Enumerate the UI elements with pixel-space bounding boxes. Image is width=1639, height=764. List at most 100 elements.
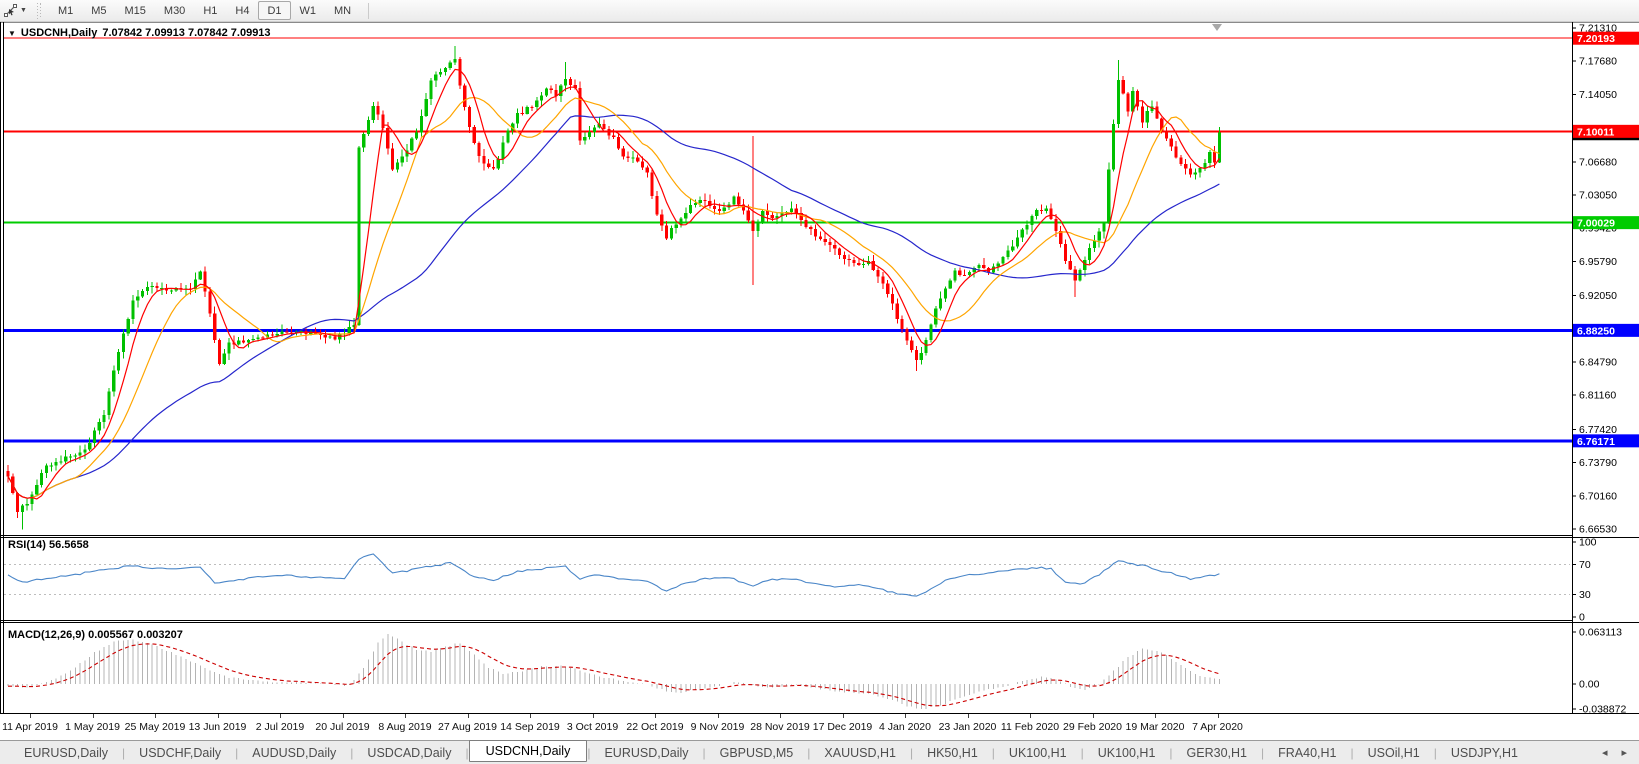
rsi-axis-label: 70 [1579, 559, 1591, 571]
hline-7.10011 [4, 130, 1572, 133]
time-axis-label: 13 Jun 2019 [188, 721, 247, 733]
time-axis-label: 9 Nov 2019 [690, 721, 745, 733]
symbol-dropdown-icon[interactable]: ▼ [8, 28, 16, 38]
tab-divider: | [1433, 745, 1437, 760]
time-axis-tick [1092, 714, 1094, 718]
chart-tab-USDJPY-H1[interactable]: USDJPY,H1 [1450, 745, 1518, 760]
chart-tab-FRA40-H1[interactable]: FRA40,H1 [1278, 745, 1337, 760]
chart-tab-XAUUSD-H1[interactable]: XAUUSD,H1 [824, 745, 896, 760]
tab-divider: | [702, 745, 706, 760]
time-axis[interactable]: 11 Apr 2019 1 May 2019 25 May 2019 13 Jun 2… [0, 714, 1639, 740]
tab-scroll-left-icon[interactable]: ◂ [1601, 747, 1608, 759]
price-badge-7.00029: 7.00029 [1573, 216, 1639, 230]
ohlc-values: 7.07842 7.09913 7.07842 7.09913 [102, 27, 271, 39]
time-axis-tick [280, 714, 281, 718]
tab-divider: | [1169, 745, 1173, 760]
price-axis-label: 6.81160 [1579, 390, 1616, 402]
timeframe-button-H4[interactable]: H4 [235, 4, 250, 17]
price-axis-label: 6.84790 [1579, 357, 1617, 369]
tab-divider: | [465, 745, 469, 760]
tab-divider: | [807, 745, 811, 760]
price-axis-label: 6.95790 [1579, 256, 1617, 268]
time-axis-tick [155, 714, 156, 718]
chart-tab-USDCNH-Daily[interactable]: USDCNH,Daily [468, 739, 588, 762]
time-axis-label: 22 Oct 2019 [626, 721, 684, 733]
timeframe-button-M15[interactable]: M15 [124, 4, 146, 17]
time-axis-tick [530, 714, 531, 718]
hline-6.76171 [4, 439, 1572, 443]
time-axis-tick [905, 714, 906, 718]
time-axis-tick [467, 714, 469, 718]
time-axis-label: 23 Jan 2020 [938, 721, 997, 733]
chart-tab-EURUSD-Daily[interactable]: EURUSD,Daily [24, 745, 109, 760]
macd-signal-line [8, 643, 1220, 707]
time-axis-label: 8 Aug 2019 [378, 721, 432, 733]
chart-canvas[interactable]: 7.213107.176807.140507.066807.030506.994… [0, 0, 1639, 714]
rsi-axis-label: 100 [1579, 537, 1597, 549]
crosshair-tool-icon[interactable] [2, 3, 18, 19]
time-axis-label: 2 Jul 2019 [255, 721, 305, 733]
chart-tab-USOil-H1[interactable]: USOil,H1 [1367, 745, 1420, 760]
tab-scroll-right-icon[interactable]: ▸ [1621, 747, 1627, 759]
time-axis-label: 20 Jul 2019 [315, 721, 370, 733]
timeframe-button-M30[interactable]: M30 [163, 4, 186, 17]
chart-tab-UK100-H1[interactable]: UK100,H1 [1008, 745, 1067, 760]
chart-tab-GBPUSD-M5[interactable]: GBPUSD,M5 [719, 745, 794, 760]
time-axis-label: 11 Apr 2019 [2, 721, 58, 733]
price-axis-label: 6.92050 [1579, 290, 1617, 302]
toolbar-grip[interactable] [36, 2, 42, 19]
price-badge-7.10011: 7.10011 [1573, 124, 1639, 138]
timeframe-button-M1[interactable]: M1 [57, 4, 74, 17]
tab-divider: | [1261, 745, 1265, 760]
time-axis-label: 25 May 2019 [124, 721, 186, 733]
timeframe-buttons: M1 M5 M15 M30 H1 H4 D1 W1 MN [49, 1, 360, 20]
tool-dropdown-icon[interactable]: ▼ [20, 7, 27, 14]
chart-tab-HK50-H1[interactable]: HK50,H1 [927, 745, 978, 760]
price-axis-label: 6.66530 [1579, 524, 1617, 536]
timeframe-button-H1[interactable]: H1 [203, 4, 218, 17]
macd-axis-label: -0.038872 [1579, 704, 1626, 715]
timeframe-button-MN[interactable]: MN [334, 4, 352, 17]
time-axis-tick [592, 714, 594, 718]
timeframe-button-M5[interactable]: M5 [91, 4, 107, 17]
chart-tab-USDCAD-Daily[interactable]: USDCAD,Daily [367, 745, 452, 760]
rsi-axis-label: 0 [1579, 612, 1585, 624]
price-badge-6.76171: 6.76171 [1573, 434, 1639, 448]
rsi-indicator-label: RSI(14) 56.5658 [8, 539, 89, 551]
time-axis-tick [717, 714, 719, 718]
toolbar: ▼ M1 M5 M15 M30 H1 H4 D1 W1 MN [0, 0, 1639, 22]
svg-text:6.76171: 6.76171 [1577, 436, 1615, 448]
timeframe-button-W1[interactable]: W1 [299, 4, 317, 17]
time-axis-label: 28 Nov 2019 [750, 721, 810, 733]
time-axis-label: 1 May 2019 [65, 721, 120, 733]
ma-slow-line [7, 114, 1220, 499]
tab-divider: | [909, 745, 914, 760]
price-axis-label: 7.14050 [1579, 89, 1617, 101]
time-axis-label: 14 Sep 2019 [500, 721, 560, 733]
macd-panel [7, 633, 1220, 710]
tab-scroll-arrows: ◂ ▸ [1602, 746, 1627, 759]
time-axis-label: 4 Jan 2020 [879, 721, 931, 733]
rsi-axis-label: 30 [1579, 589, 1591, 601]
chart-tab-GER30-H1[interactable]: GER30,H1 [1186, 745, 1247, 760]
svg-text:7.10011: 7.10011 [1577, 126, 1615, 138]
horizontal-lines [4, 37, 1572, 443]
price-axis-label: 7.03050 [1579, 190, 1617, 202]
time-axis-tick [92, 714, 94, 718]
time-axis-tick [342, 714, 344, 718]
price-axis-label: 7.17680 [1579, 56, 1617, 68]
chart-tab-USDCHF-Daily[interactable]: USDCHF,Daily [139, 745, 222, 760]
time-axis-tick [1030, 714, 1031, 718]
svg-text:7.00029: 7.00029 [1577, 218, 1615, 230]
chart-tab-AUDUSD-Daily[interactable]: AUDUSD,Daily [252, 745, 337, 760]
chart-title: ▼ USDCNH,Daily 7.07842 7.09913 7.07842 7… [8, 27, 271, 39]
tab-divider: | [235, 745, 239, 760]
tab-divider: | [1350, 745, 1354, 760]
time-axis-tick [780, 714, 781, 718]
price-axis-label: 7.21310 [1579, 23, 1617, 35]
timeframe-button-D1[interactable]: D1 [258, 1, 291, 20]
chart-tab-UK100-H1[interactable]: UK100,H1 [1097, 745, 1156, 760]
macd-axis-label: 0.063113 [1579, 627, 1622, 639]
chart-tab-EURUSD-Daily[interactable]: EURUSD,Daily [604, 745, 689, 760]
macd-axis-label: 0.00 [1579, 679, 1600, 691]
